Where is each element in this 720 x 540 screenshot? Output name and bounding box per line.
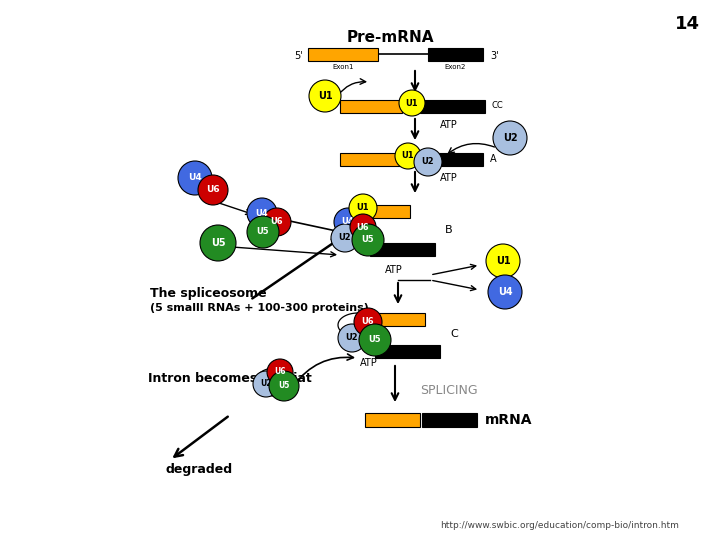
Text: U1: U1 <box>356 204 369 213</box>
Circle shape <box>267 359 293 385</box>
Circle shape <box>493 121 527 155</box>
Bar <box>340 153 402 166</box>
Bar <box>422 413 477 427</box>
Text: mRNA: mRNA <box>485 413 533 427</box>
Circle shape <box>247 198 277 228</box>
Circle shape <box>354 308 382 336</box>
Text: U2: U2 <box>503 133 517 143</box>
Circle shape <box>247 216 279 248</box>
Circle shape <box>338 324 366 352</box>
Circle shape <box>486 244 520 278</box>
Text: ATP: ATP <box>440 173 458 183</box>
Text: ATP: ATP <box>440 120 458 130</box>
Text: U6: U6 <box>274 368 286 376</box>
Text: Exon1: Exon1 <box>332 64 354 70</box>
Circle shape <box>359 324 391 356</box>
Bar <box>308 48 378 61</box>
Text: Intron becomes a lariat: Intron becomes a lariat <box>148 372 312 384</box>
Text: (5 smalll RNAs + 100-300 proteins): (5 smalll RNAs + 100-300 proteins) <box>150 303 369 313</box>
Text: ATP: ATP <box>385 265 402 275</box>
Circle shape <box>178 161 212 195</box>
Text: 14: 14 <box>675 15 700 33</box>
Text: Pre-mRNA: Pre-mRNA <box>346 30 433 45</box>
Bar <box>340 100 402 113</box>
Text: U4: U4 <box>188 173 202 183</box>
Text: degraded: degraded <box>165 463 232 476</box>
Text: U6: U6 <box>356 222 369 232</box>
Bar <box>420 100 485 113</box>
Text: U4: U4 <box>256 208 269 218</box>
Text: U2: U2 <box>422 158 434 166</box>
Bar <box>365 413 420 427</box>
Text: U2: U2 <box>260 380 271 388</box>
Text: http://www.swbic.org/education/comp-bio/intron.htm: http://www.swbic.org/education/comp-bio/… <box>441 521 680 530</box>
Text: U6: U6 <box>361 318 374 327</box>
Text: U6: U6 <box>206 186 220 194</box>
Circle shape <box>309 80 341 112</box>
Text: U1: U1 <box>405 98 418 107</box>
Text: ATP: ATP <box>360 358 378 368</box>
Circle shape <box>414 148 442 176</box>
Bar <box>428 48 483 61</box>
Text: U6: U6 <box>271 218 283 226</box>
Bar <box>375 345 440 358</box>
Circle shape <box>488 275 522 309</box>
Text: C: C <box>450 329 458 339</box>
Text: U1: U1 <box>402 152 414 160</box>
Text: 3': 3' <box>490 51 499 61</box>
Text: U5: U5 <box>279 381 289 390</box>
Text: The spliceosome: The spliceosome <box>150 287 266 300</box>
Text: CC: CC <box>492 102 504 111</box>
Text: 5': 5' <box>294 51 303 61</box>
Text: U2: U2 <box>338 233 351 242</box>
Circle shape <box>399 90 425 116</box>
Text: Exon2: Exon2 <box>444 64 466 70</box>
Text: U4: U4 <box>498 287 513 297</box>
Circle shape <box>269 371 299 401</box>
Bar <box>370 243 435 256</box>
Circle shape <box>350 214 376 240</box>
Text: U5: U5 <box>361 235 374 245</box>
Circle shape <box>253 371 279 397</box>
Text: SPLICING: SPLICING <box>420 383 477 396</box>
Text: U4: U4 <box>342 218 354 226</box>
Text: U5: U5 <box>211 238 225 248</box>
Circle shape <box>352 224 384 256</box>
Bar <box>418 153 483 166</box>
Text: A: A <box>490 154 497 164</box>
Circle shape <box>331 224 359 252</box>
Text: U5: U5 <box>257 227 269 237</box>
Circle shape <box>263 208 291 236</box>
Circle shape <box>334 208 362 236</box>
Circle shape <box>200 225 236 261</box>
Circle shape <box>395 143 421 169</box>
Bar <box>370 313 425 326</box>
Circle shape <box>198 175 228 205</box>
Text: U2: U2 <box>346 334 359 342</box>
Bar <box>355 205 410 218</box>
Text: U1: U1 <box>318 91 333 101</box>
Text: U1: U1 <box>495 256 510 266</box>
Text: U5: U5 <box>369 335 382 345</box>
Text: B: B <box>445 225 453 235</box>
Circle shape <box>349 194 377 222</box>
